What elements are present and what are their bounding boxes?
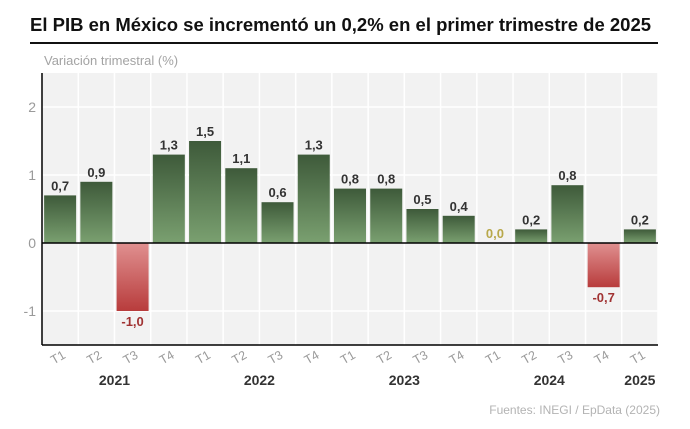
x-tick-label: T3 [411, 348, 431, 367]
bar [261, 202, 294, 243]
x-tick-label: T1 [628, 348, 648, 367]
source-note: Fuentes: INEGI / EpData (2025) [489, 403, 660, 417]
bar [623, 229, 656, 243]
y-tick-label: -1 [24, 303, 37, 319]
title-rule [30, 42, 658, 44]
year-label: 2021 [99, 372, 130, 388]
x-tick-label: T4 [157, 348, 177, 367]
bar [515, 229, 548, 243]
data-label: 0,4 [450, 199, 469, 214]
bar [406, 209, 439, 243]
x-tick-label: T3 [266, 348, 286, 367]
bar [442, 215, 475, 243]
data-label: 0,8 [558, 168, 576, 183]
bar [334, 188, 366, 243]
year-label: 2022 [244, 372, 275, 388]
data-label: -1,0 [121, 314, 143, 329]
y-tick-label: 1 [28, 167, 36, 183]
x-tick-label: T3 [556, 348, 576, 367]
x-tick-label: T1 [193, 348, 213, 367]
data-label: 0,7 [51, 178, 69, 193]
bar [297, 154, 330, 243]
bar [152, 154, 185, 243]
x-tick-label: T2 [374, 348, 394, 367]
bar [370, 188, 403, 243]
x-tick-label: T3 [121, 348, 141, 367]
x-tick-label: T4 [302, 348, 322, 367]
bar [225, 168, 258, 243]
chart-title: El PIB en México se incrementó un 0,2% e… [30, 14, 652, 35]
y-tick-label: 0 [28, 235, 36, 251]
data-label: 0,5 [413, 192, 431, 207]
bar [44, 195, 77, 243]
bar [80, 181, 113, 243]
data-label: 1,3 [305, 138, 323, 153]
bar [587, 243, 620, 288]
data-label: 0,2 [631, 212, 649, 227]
x-tick-label: T2 [519, 348, 539, 367]
data-label: 0,8 [377, 172, 395, 187]
year-label: 2025 [624, 372, 655, 388]
data-label: 1,5 [196, 124, 214, 139]
data-label: 1,1 [232, 151, 250, 166]
data-label: 0,6 [268, 185, 286, 200]
year-label: 2023 [389, 372, 420, 388]
data-label: 0,9 [87, 165, 105, 180]
bar [551, 185, 584, 243]
x-tick-label: T2 [85, 348, 105, 367]
bar [116, 243, 149, 311]
x-tick-label: T1 [338, 348, 358, 367]
x-tick-label: T4 [447, 348, 467, 367]
bar [189, 141, 222, 243]
y-tick-label: 2 [28, 99, 36, 115]
x-tick-label: T4 [592, 348, 612, 367]
year-label: 2024 [534, 372, 565, 388]
x-tick-label: T1 [48, 348, 68, 367]
x-tick-label: T1 [483, 348, 503, 367]
data-label: 0,2 [522, 212, 540, 227]
data-label: 1,3 [160, 138, 178, 153]
data-label: 0,8 [341, 172, 359, 187]
y-axis-label: Variación trimestral (%) [44, 53, 179, 68]
x-tick-label: T2 [229, 348, 249, 367]
data-label: -0,7 [592, 290, 614, 305]
data-label: 0,0 [486, 226, 504, 241]
